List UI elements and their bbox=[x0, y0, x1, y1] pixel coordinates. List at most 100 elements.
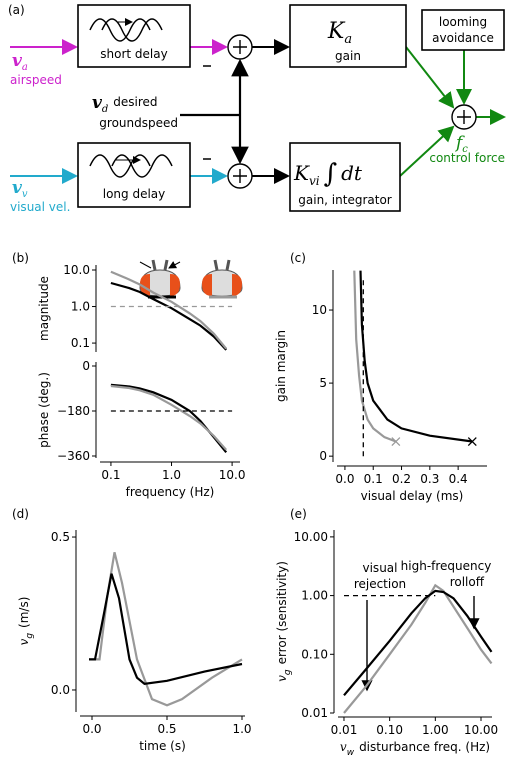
symbol: v bbox=[275, 675, 289, 682]
x-tick-label: 0.0 bbox=[82, 722, 101, 736]
panel-label: (c) bbox=[290, 251, 306, 265]
sum-junction bbox=[227, 163, 253, 189]
subscript: a bbox=[344, 32, 352, 47]
panel-label: (e) bbox=[290, 507, 307, 521]
sum-junction bbox=[227, 34, 253, 60]
y-tick-label: 0.10 bbox=[301, 647, 328, 661]
x-tick-label: 0.2 bbox=[392, 472, 411, 486]
series-line bbox=[110, 384, 228, 451]
input-symbol: va bbox=[12, 51, 28, 73]
y-tick-label: 0.5 bbox=[51, 530, 70, 544]
x-axis-label: frequency (Hz) bbox=[126, 485, 215, 499]
end-marker bbox=[467, 437, 477, 447]
x-axis-label: visual delay (ms) bbox=[361, 489, 464, 503]
series-line bbox=[343, 589, 493, 697]
x-axis-label: time (s) bbox=[139, 739, 186, 753]
y-tick-label: 0.1 bbox=[71, 336, 90, 350]
looming-block bbox=[421, 9, 505, 51]
input-label: visual vel. bbox=[10, 200, 70, 214]
panel-label: (a) bbox=[8, 3, 25, 17]
annotation: rejection bbox=[354, 577, 406, 591]
symbol: K bbox=[327, 19, 346, 44]
label-text: error (sensitivity) bbox=[275, 561, 289, 664]
y-tick-label: −360 bbox=[57, 449, 90, 463]
block-label: short delay bbox=[100, 47, 167, 61]
x-tick-label: 0.1 bbox=[101, 468, 120, 482]
series-line bbox=[110, 383, 228, 453]
label-text: (m/s) bbox=[17, 597, 31, 628]
fly-icon bbox=[201, 259, 243, 297]
delay-block bbox=[77, 142, 191, 208]
y-tick-label: −180 bbox=[57, 404, 90, 418]
series-line bbox=[343, 583, 493, 714]
block-label: gain bbox=[335, 49, 361, 63]
integral: ∫ bbox=[324, 159, 338, 189]
subscript: d bbox=[102, 104, 108, 115]
y-axis-label: phase (deg.) bbox=[37, 372, 51, 448]
panel-label: (b) bbox=[12, 251, 29, 265]
input-label: airspeed bbox=[10, 73, 62, 87]
block-label: looming bbox=[439, 15, 487, 29]
series-line bbox=[89, 573, 243, 686]
x-axis-label: vw disturbance freq. (Hz) bbox=[340, 740, 490, 758]
annotation: rolloff bbox=[450, 575, 485, 589]
x-tick-label: 0.5 bbox=[157, 722, 176, 736]
signal-icon bbox=[111, 154, 173, 178]
annotation-arrows bbox=[361, 596, 480, 692]
block-label: long delay bbox=[103, 187, 166, 201]
symbol: K bbox=[293, 161, 310, 185]
y-tick-label: 0.0 bbox=[51, 683, 70, 697]
y-tick-label: 10 bbox=[312, 303, 327, 317]
y-axis-label: vg error (sensitivity) bbox=[275, 561, 293, 682]
x-tick-label: 0.1 bbox=[364, 472, 383, 486]
reference-label: groundspeed bbox=[99, 116, 178, 130]
block-label: avoidance bbox=[432, 31, 494, 45]
x-tick-label: 1.0 bbox=[162, 468, 181, 482]
reference-label: desired bbox=[113, 95, 157, 109]
series-line bbox=[110, 281, 228, 351]
symbol: f bbox=[454, 133, 465, 153]
symbol: v bbox=[92, 93, 103, 113]
y-tick-label: 0 bbox=[82, 359, 90, 373]
subscript: v bbox=[22, 189, 28, 200]
x-tick-label: 0.0 bbox=[335, 472, 354, 486]
x-tick-label: 1.00 bbox=[422, 723, 449, 737]
symbol: v bbox=[17, 638, 31, 645]
x-tick-label: 10.00 bbox=[464, 723, 498, 737]
gain-symbol: Ka bbox=[327, 19, 352, 47]
y-axis-label: vg (m/s) bbox=[17, 597, 35, 646]
panel-label: (d) bbox=[12, 507, 29, 521]
x-tick-label: 0.10 bbox=[376, 723, 403, 737]
subscript: g bbox=[25, 633, 35, 639]
series-line bbox=[359, 270, 473, 443]
input-symbol: vv bbox=[12, 178, 28, 200]
reference-symbol: vd desired bbox=[92, 93, 158, 115]
output-symbol: fc bbox=[454, 133, 468, 155]
series-line bbox=[110, 270, 228, 350]
arrow bbox=[399, 125, 455, 177]
differential: dt bbox=[341, 161, 363, 185]
subscript: g bbox=[283, 669, 293, 675]
block-label: gain, integrator bbox=[298, 193, 392, 207]
y-tick-label: 1.00 bbox=[301, 589, 328, 603]
arrow bbox=[405, 46, 455, 109]
gain-block bbox=[289, 142, 401, 212]
y-tick-label: 10.00 bbox=[294, 530, 328, 544]
symbol: v bbox=[340, 740, 347, 754]
label-text: disturbance freq. (Hz) bbox=[359, 740, 490, 754]
x-tick-label: 0.01 bbox=[331, 723, 358, 737]
subscript: w bbox=[347, 748, 355, 758]
output-label: control force bbox=[429, 151, 505, 165]
series-line bbox=[353, 270, 397, 443]
y-axis-label: magnitude bbox=[37, 276, 51, 341]
annotation: visual bbox=[363, 561, 398, 575]
y-tick-label: 10.0 bbox=[63, 263, 90, 277]
subscript: c bbox=[462, 144, 468, 155]
annotation: high-frequency bbox=[401, 559, 492, 573]
sum-junction bbox=[451, 104, 477, 130]
block-diagram: (a) short delay long delay Ka gain Kvi ∫ d… bbox=[8, 3, 506, 214]
symbol: v bbox=[12, 51, 23, 71]
y-tick-label: 1.0 bbox=[71, 300, 90, 314]
fly-icons bbox=[139, 259, 243, 299]
